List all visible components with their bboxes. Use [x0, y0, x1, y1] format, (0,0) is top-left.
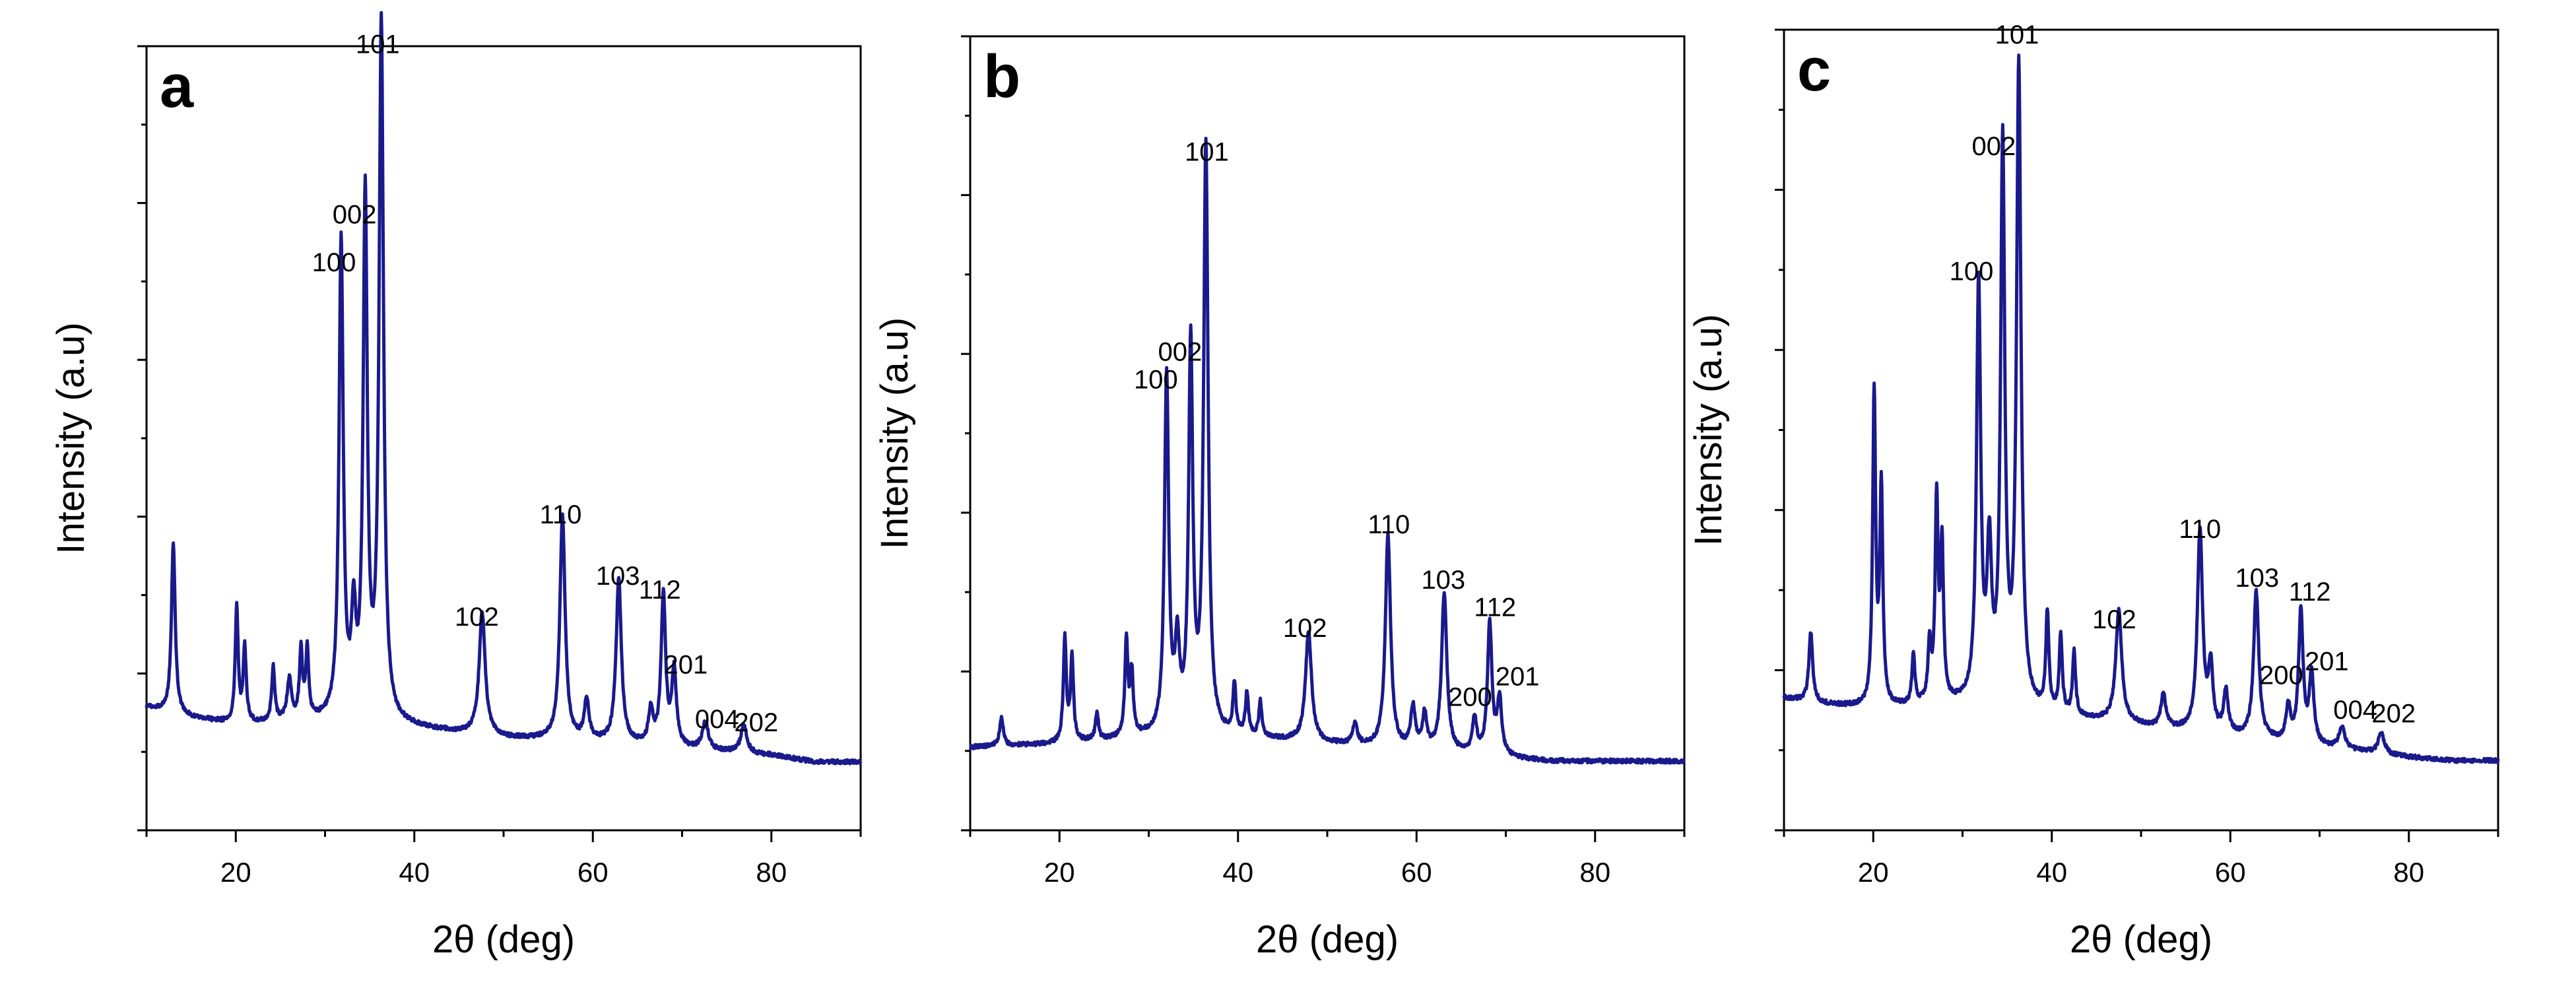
peak-label-002: 002 [333, 201, 377, 230]
x-tick-label: 80 [2393, 857, 2424, 888]
xrd-panel-c: 20 40 60 80 100 002 101 102 110 103 200 112 201 00420… [1687, 20, 2500, 961]
peak-label-112: 112 [1474, 593, 1516, 622]
x-tick-label: 80 [756, 857, 787, 888]
peak-label-102: 102 [2092, 605, 2136, 634]
peak-label-112: 112 [2289, 578, 2331, 607]
peak-label-200: 200 [1448, 683, 1492, 712]
peak-label-112: 112 [639, 576, 681, 605]
peak-label-110: 110 [1368, 510, 1410, 539]
peak-label-002: 002 [1971, 132, 2016, 161]
peak-label-102: 102 [455, 603, 499, 632]
xrd-trace [1782, 53, 2500, 764]
peak-label-103: 103 [1421, 566, 1465, 595]
peak-label-110: 110 [540, 500, 582, 529]
peak-label-202: 202 [734, 708, 778, 737]
x-tick-label: 40 [1222, 857, 1253, 888]
panel-letter: b [983, 43, 1020, 110]
peak-label-004: 004 [2333, 696, 2377, 725]
x-axis-label: 2θ (deg) [1256, 918, 1399, 961]
peak-label-202: 202 [2371, 700, 2416, 729]
peak-label-100: 100 [1950, 257, 1994, 286]
peak-label-101: 101 [1995, 20, 2039, 50]
x-tick-label: 20 [1858, 857, 1889, 888]
xrd-trace [145, 11, 863, 766]
xrd-trace [968, 137, 1686, 765]
y-axis-label: Intensity (a.u) [1687, 314, 1730, 546]
x-tick-label: 40 [399, 857, 430, 888]
x-tick-label: 60 [2215, 857, 2246, 888]
x-tick-label: 20 [1044, 857, 1075, 888]
x-axis-label: 2θ (deg) [432, 918, 575, 961]
peak-label-200: 200 [2259, 661, 2303, 690]
y-axis-label: Intensity (a.u) [873, 317, 916, 549]
x-tick-label: 40 [2036, 857, 2067, 888]
y-axis-label: Intensity (a.u) [50, 322, 92, 554]
peak-label-102: 102 [1283, 614, 1327, 643]
peak-label-100: 100 [1134, 366, 1178, 395]
peak-label-103: 103 [596, 562, 640, 591]
panel-letter: c [1797, 36, 1831, 104]
x-tick-label: 60 [578, 857, 609, 888]
panel-letter: a [160, 53, 194, 120]
x-tick-label: 80 [1579, 857, 1610, 888]
peak-label-201: 201 [1496, 662, 1540, 691]
x-tick-label: 20 [220, 857, 251, 888]
peak-label-004: 004 [695, 705, 739, 734]
peak-label-103: 103 [2235, 564, 2279, 593]
x-tick-label: 60 [1401, 857, 1432, 888]
x-axis-label: 2θ (deg) [2070, 918, 2212, 961]
peak-label-101: 101 [1185, 137, 1229, 166]
peak-label-201: 201 [664, 650, 708, 679]
plot-frame [969, 35, 1686, 832]
peak-label-110: 110 [2179, 515, 2221, 544]
peak-label-100: 100 [312, 248, 356, 277]
peak-label-101: 101 [356, 30, 400, 59]
peak-label-201: 201 [2305, 647, 2349, 676]
peak-label-002: 002 [1158, 338, 1202, 367]
